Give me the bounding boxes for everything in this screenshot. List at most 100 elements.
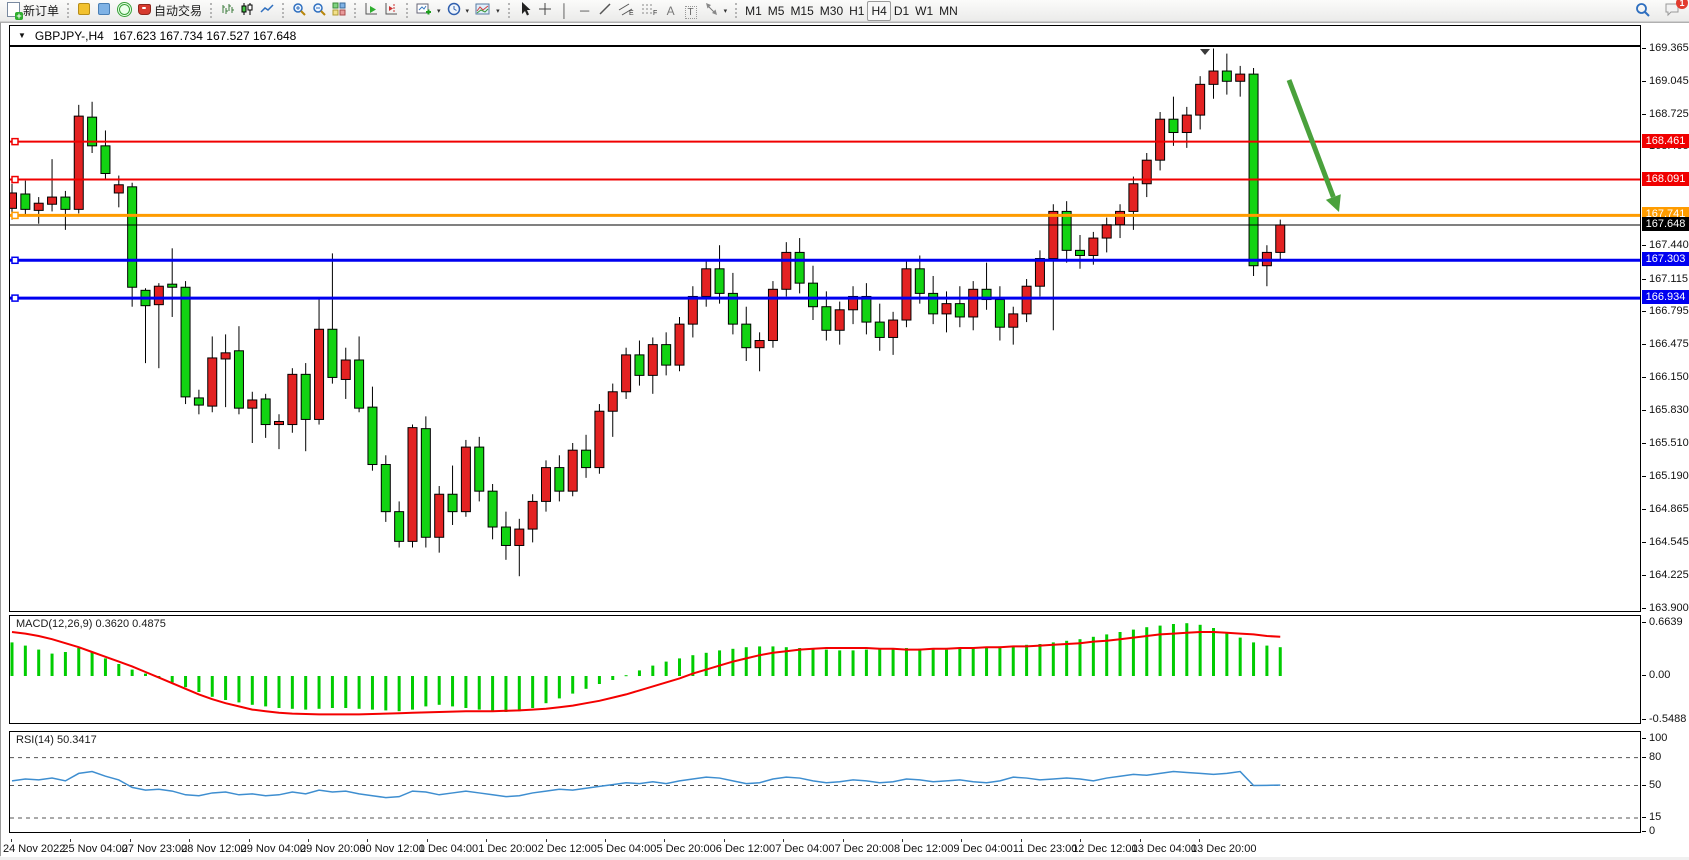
time-tick-label: 29 Nov 20:00 [300,843,366,855]
fibonacci-button[interactable]: F [638,1,661,21]
rsi-panel[interactable]: RSI(14) 50.3417 [9,731,1641,833]
time-tick-mark [664,839,666,842]
chart-menu-icon[interactable]: ▼ [18,31,26,40]
cursor-button[interactable] [515,1,535,21]
crosshair-button[interactable] [535,1,555,21]
time-tick-label: 28 Nov 12:00 [181,843,247,855]
candlestick-button[interactable] [237,1,257,21]
macd-scale-label: 0.00 [1649,669,1671,681]
text-button[interactable]: A [661,1,681,21]
hline-anchor[interactable] [11,294,19,302]
macd-canvas[interactable] [10,616,1640,723]
zoom-out-button[interactable] [309,1,329,21]
autotrading-icon [138,3,152,18]
vertical-line-button[interactable]: │ [555,1,575,21]
price-tick-label: 165.510 [1649,437,1689,450]
timeframe-m5[interactable]: M5 [765,1,788,21]
axis-tick-mark [1642,344,1646,346]
timeframe-mn[interactable]: MN [936,1,961,21]
time-tick-label: 8 Dec 12:00 [894,843,954,855]
axis-tick-mark [1642,541,1646,543]
timeframe-h1[interactable]: H1 [846,1,867,21]
auto-scroll-button[interactable] [361,1,381,21]
time-tick-mark [70,839,72,842]
time-tick-label: 24 Nov 2022 [3,843,66,855]
price-tick-label: 169.045 [1649,74,1689,87]
macd-panel[interactable]: MACD(12,26,9) 0.3620 0.4875 [9,615,1641,724]
hline-anchor[interactable] [11,175,19,184]
chart-title-bar[interactable]: ▼ GBPJPY-,H4 167.623 167.734 167.527 167… [9,25,1641,46]
timeframe-h4[interactable]: H4 [867,0,891,21]
label-button[interactable]: T [681,1,701,21]
toolbar-separator [210,3,213,18]
axis-tick-mark [1642,278,1646,280]
chart-shift-button[interactable] [381,1,401,21]
time-tick-mark [545,839,547,842]
time-tick-mark [605,839,606,842]
axis-tick-mark [1642,80,1646,82]
chevron-down-icon[interactable]: ▾ [465,7,470,15]
chevron-down-icon[interactable]: ▾ [496,7,500,15]
arrow-annotation-head[interactable] [1325,194,1341,212]
rsi-label: RSI(14) 50.3417 [16,734,97,746]
crosshair-icon [538,2,552,19]
hline-anchor[interactable] [11,256,19,265]
search-button[interactable] [1632,1,1653,21]
new-order-button[interactable]: + 新订单 [4,1,62,21]
periods-button[interactable]: ▾ [444,1,473,21]
autotrading-button[interactable]: 自动交易 [135,1,205,21]
time-tick-mark [486,839,488,842]
button-label: M15 [790,3,814,18]
timeframe-m30[interactable]: M30 [817,1,846,21]
toolbar-separator [406,3,409,18]
time-tick-label: 11 Dec 23:00 [1012,843,1078,855]
arrow-annotation[interactable] [1286,79,1336,198]
templates-button[interactable]: ▾ [472,1,503,21]
text-icon: A [666,3,675,18]
time-tick-label: 9 Dec 04:00 [953,843,1013,855]
new-chart-button[interactable]: ▾ [413,1,444,21]
tile-windows-icon [332,2,346,19]
axis-tick-mark [1642,475,1646,477]
time-tick-mark [902,839,903,842]
timeframe-d1[interactable]: D1 [891,1,912,21]
hline-anchor[interactable] [11,211,19,220]
button-label: MN [939,3,958,18]
rsi-scale-label: 100 [1649,732,1668,744]
rsi-scale-label: 15 [1649,811,1662,824]
zoom-in-button[interactable] [289,1,309,21]
line-chart-button[interactable] [257,1,277,21]
signals-button[interactable] [114,1,135,21]
axis-tick-mark [1642,784,1646,786]
horizontal-line-icon: ─ [579,2,590,18]
axis-tick-mark [1642,377,1646,379]
chevron-down-icon[interactable]: ▾ [437,7,441,15]
charts-button[interactable] [94,1,114,21]
chart-shift-marker-icon[interactable] [1200,49,1210,55]
price-chart-canvas[interactable] [10,47,1640,611]
button-label: M1 [745,3,762,18]
time-axis[interactable]: 24 Nov 2022 25 Nov 04:00 27 Nov 23:00 28 No… [1,839,1689,857]
trendline-button[interactable] [595,1,615,21]
signals-icon [117,1,133,20]
bar-chart-button[interactable] [217,1,237,21]
chart-title-symbol: GBPJPY-,H4 [34,28,104,43]
time-tick-label: 1 Dec 04:00 [418,843,479,855]
timeframe-w1[interactable]: W1 [912,1,936,21]
arrows-button[interactable]: ▾ [701,1,731,21]
price-badge-168.091: 168.091 [1642,171,1689,186]
tile-windows-button[interactable] [329,1,349,21]
notifications-button[interactable]: 1 [1661,0,1688,21]
hline-anchor[interactable] [11,137,19,146]
time-tick-label: 29 Nov 04:00 [240,843,307,855]
chevron-down-icon[interactable]: ▾ [723,7,728,15]
channel-button[interactable]: E [615,1,638,21]
price-chart-panel[interactable] [9,46,1641,612]
timeframe-m15[interactable]: M15 [787,1,816,21]
price-tick-label: 164.865 [1649,503,1689,516]
timeframe-m1[interactable]: M1 [742,1,765,21]
horizontal-line-button[interactable]: ─ [575,1,595,21]
profiles-button[interactable] [74,1,94,21]
price-axis[interactable]: 169.365169.045168.725168.405167.440167.1… [1642,25,1689,857]
rsi-canvas[interactable] [10,732,1640,832]
